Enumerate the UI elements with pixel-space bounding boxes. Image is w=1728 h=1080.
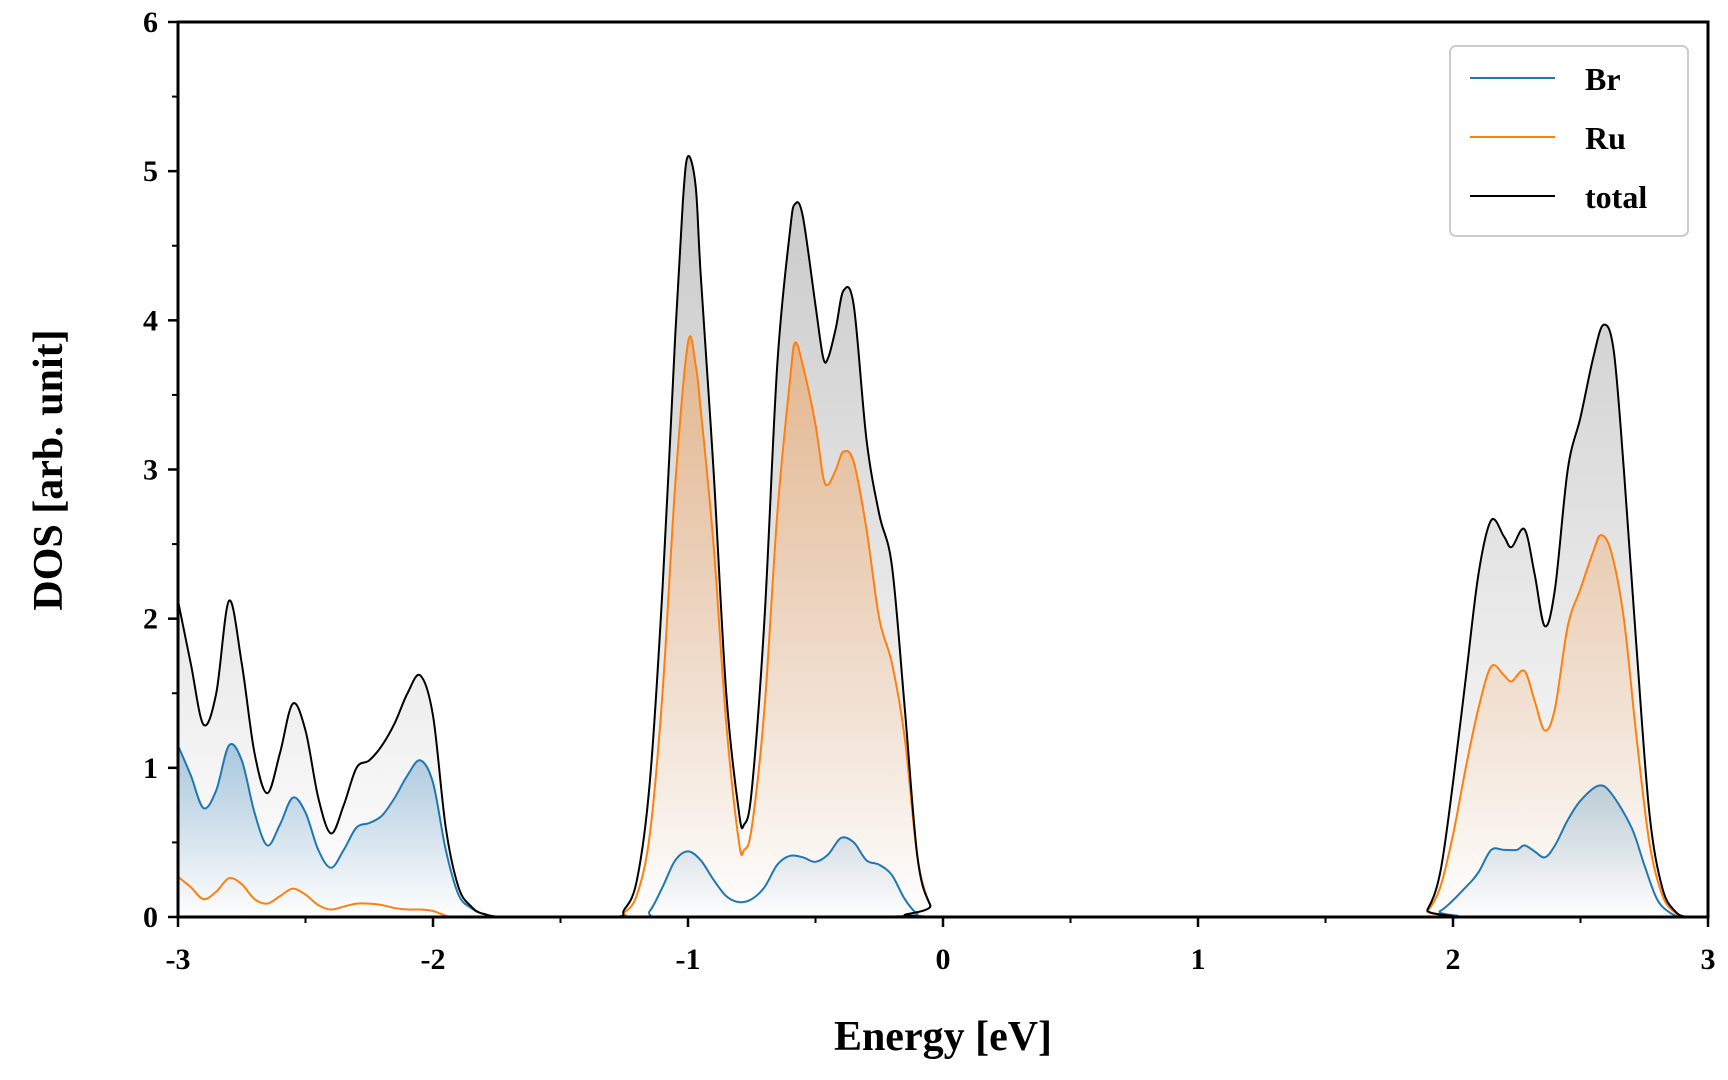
area-fills xyxy=(178,156,1708,917)
series-line-br xyxy=(178,743,1708,917)
plot-frame xyxy=(176,20,1710,919)
y-tick-label: 5 xyxy=(143,155,158,188)
x-tick-label: -2 xyxy=(421,943,446,976)
x-tick-label: 2 xyxy=(1446,943,1461,976)
y-tick-label: 6 xyxy=(143,6,158,39)
x-tick-label: 3 xyxy=(1701,943,1716,976)
y-tick-label: 1 xyxy=(143,752,158,785)
series-line-ru xyxy=(178,335,1708,917)
x-tick-label: -3 xyxy=(166,943,191,976)
x-tick-label: 1 xyxy=(1191,943,1206,976)
series-line-total xyxy=(178,155,1708,917)
x-tick-label: -1 xyxy=(676,943,701,976)
fill-br xyxy=(178,744,1708,917)
y-axis-label: DOS [arb. unit] xyxy=(26,329,72,610)
axis-ticks: -3 -2 -1 0 1 2 3 0 1 2 3 4 5 6 xyxy=(143,6,1716,976)
legend: Br Ru total xyxy=(1449,45,1689,237)
legend-label-br: Br xyxy=(1585,61,1621,97)
y-tick-label: 4 xyxy=(143,304,158,337)
legend-box xyxy=(1449,45,1689,237)
legend-label-ru: Ru xyxy=(1585,120,1626,156)
legend-label-total: total xyxy=(1585,179,1647,215)
y-tick-label: 2 xyxy=(143,603,158,636)
x-axis-label: Energy [eV] xyxy=(834,1014,1052,1060)
y-tick-label: 0 xyxy=(143,901,158,934)
series-lines xyxy=(178,155,1708,917)
y-tick-label: 3 xyxy=(143,454,158,487)
x-tick-label: 0 xyxy=(936,943,951,976)
